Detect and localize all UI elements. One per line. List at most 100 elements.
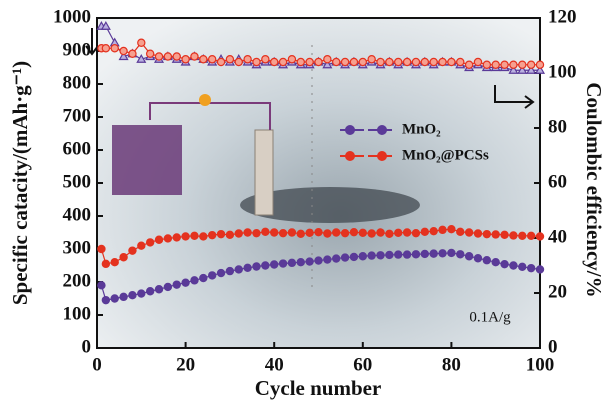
- capacity-marker: [500, 230, 509, 240]
- y-tick-label: 100: [63, 303, 92, 324]
- efficiency-marker: [118, 51, 129, 61]
- capacity-marker: [145, 287, 155, 296]
- y-tick-label: 400: [63, 204, 92, 225]
- efficiency-marker: [252, 57, 261, 67]
- x-tick-label: 20: [176, 354, 195, 375]
- capacity-marker: [97, 244, 106, 254]
- y-tick-label: 800: [63, 72, 92, 93]
- capacity-marker: [145, 238, 155, 247]
- capacity-marker: [278, 228, 288, 238]
- efficiency-marker: [517, 65, 528, 74]
- y2-tick-label: 100: [548, 61, 577, 82]
- x-tick-label: 40: [265, 354, 284, 375]
- capacity-marker: [358, 252, 367, 261]
- capacity-marker: [261, 227, 270, 237]
- capacity-marker: [447, 224, 456, 234]
- efficiency-marker: [411, 57, 421, 67]
- capacity-marker: [216, 229, 226, 239]
- capacity-marker: [207, 271, 217, 280]
- efficiency-marker: [332, 57, 341, 67]
- capacity-marker: [340, 253, 350, 262]
- efficiency-marker: [464, 60, 474, 69]
- capacity-marker: [464, 228, 474, 237]
- capacity-marker: [402, 228, 412, 237]
- efficiency-marker: [367, 55, 376, 64]
- legend-label: MnO₂@PCSs: [402, 147, 489, 163]
- capacity-marker: [207, 230, 217, 240]
- capacity-marker: [199, 232, 208, 241]
- capacity-marker: [172, 280, 181, 289]
- efficiency-marker: [110, 44, 119, 53]
- efficiency-marker: [270, 57, 279, 67]
- legend-marker: [345, 125, 355, 135]
- capacity-marker: [358, 228, 367, 238]
- y2-tick-label: 120: [548, 6, 577, 27]
- y2-tick-label: 80: [548, 116, 567, 137]
- capacity-marker: [376, 251, 385, 260]
- efficiency-marker: [323, 55, 332, 64]
- capacity-marker: [518, 231, 527, 240]
- legend-label: MnO₂: [402, 121, 441, 137]
- capacity-marker: [101, 259, 111, 269]
- capacity-marker: [411, 250, 421, 259]
- annotation: 0.1A/g: [469, 309, 511, 325]
- efficiency-marker: [207, 55, 217, 64]
- x-tick-label: 80: [442, 354, 461, 375]
- capacity-marker: [261, 261, 270, 270]
- y-tick-label: 700: [63, 105, 92, 126]
- capacity-marker: [101, 295, 111, 305]
- capacity-marker: [456, 227, 465, 237]
- capacity-marker: [181, 232, 190, 241]
- capacity-marker: [491, 258, 500, 267]
- x-axis-label: Cycle number: [255, 376, 382, 400]
- y2-tick-label: 40: [548, 226, 567, 247]
- capacity-marker: [278, 259, 288, 268]
- capacity-marker: [518, 262, 527, 272]
- efficiency-marker: [508, 65, 519, 74]
- y-tick-label: 500: [63, 171, 92, 192]
- efficiency-marker: [429, 57, 438, 67]
- capacity-marker: [420, 227, 430, 237]
- capacity-marker: [323, 229, 332, 238]
- efficiency-marker: [296, 57, 305, 67]
- capacity-marker: [411, 228, 421, 238]
- capacity-marker: [305, 228, 314, 238]
- capacity-marker: [296, 258, 305, 267]
- efficiency-marker: [402, 57, 412, 67]
- capacity-marker: [287, 228, 297, 237]
- efficiency-marker: [314, 57, 323, 67]
- legend-marker: [377, 125, 387, 135]
- efficiency-marker: [100, 21, 111, 30]
- electrode: [254, 129, 274, 216]
- capacity-marker: [110, 258, 119, 267]
- capacity-marker: [473, 254, 483, 263]
- y-axis-label: Specific catacity/(mAh·g⁻¹): [8, 61, 32, 305]
- bulb: [199, 94, 211, 106]
- capacity-marker: [270, 228, 279, 237]
- capacity-marker: [234, 229, 243, 238]
- y2-tick-label: 20: [548, 281, 567, 302]
- capacity-marker: [296, 229, 305, 239]
- splash: [240, 187, 420, 223]
- efficiency-marker: [526, 60, 536, 69]
- y2-axis-label: Coulombic efficiency/%: [582, 82, 606, 297]
- y-tick-label: 300: [63, 237, 92, 258]
- capacity-marker: [225, 230, 235, 240]
- capacity-marker: [181, 278, 190, 287]
- capacity-marker: [128, 246, 137, 255]
- efficiency-marker: [438, 57, 447, 67]
- efficiency-marker: [154, 52, 164, 61]
- efficiency-marker: [190, 52, 199, 61]
- capacity-marker: [509, 231, 518, 240]
- capacity-marker: [287, 258, 297, 268]
- y-tick-label: 0: [82, 336, 92, 357]
- capacity-marker: [154, 235, 164, 244]
- capacity-marker: [163, 234, 173, 243]
- efficiency-marker: [136, 54, 147, 63]
- efficiency-marker: [287, 55, 297, 64]
- capacity-marker: [456, 250, 465, 259]
- efficiency-marker: [101, 44, 111, 53]
- efficiency-marker: [534, 65, 546, 74]
- capacity-marker: [482, 229, 492, 239]
- capacity-marker: [429, 226, 438, 236]
